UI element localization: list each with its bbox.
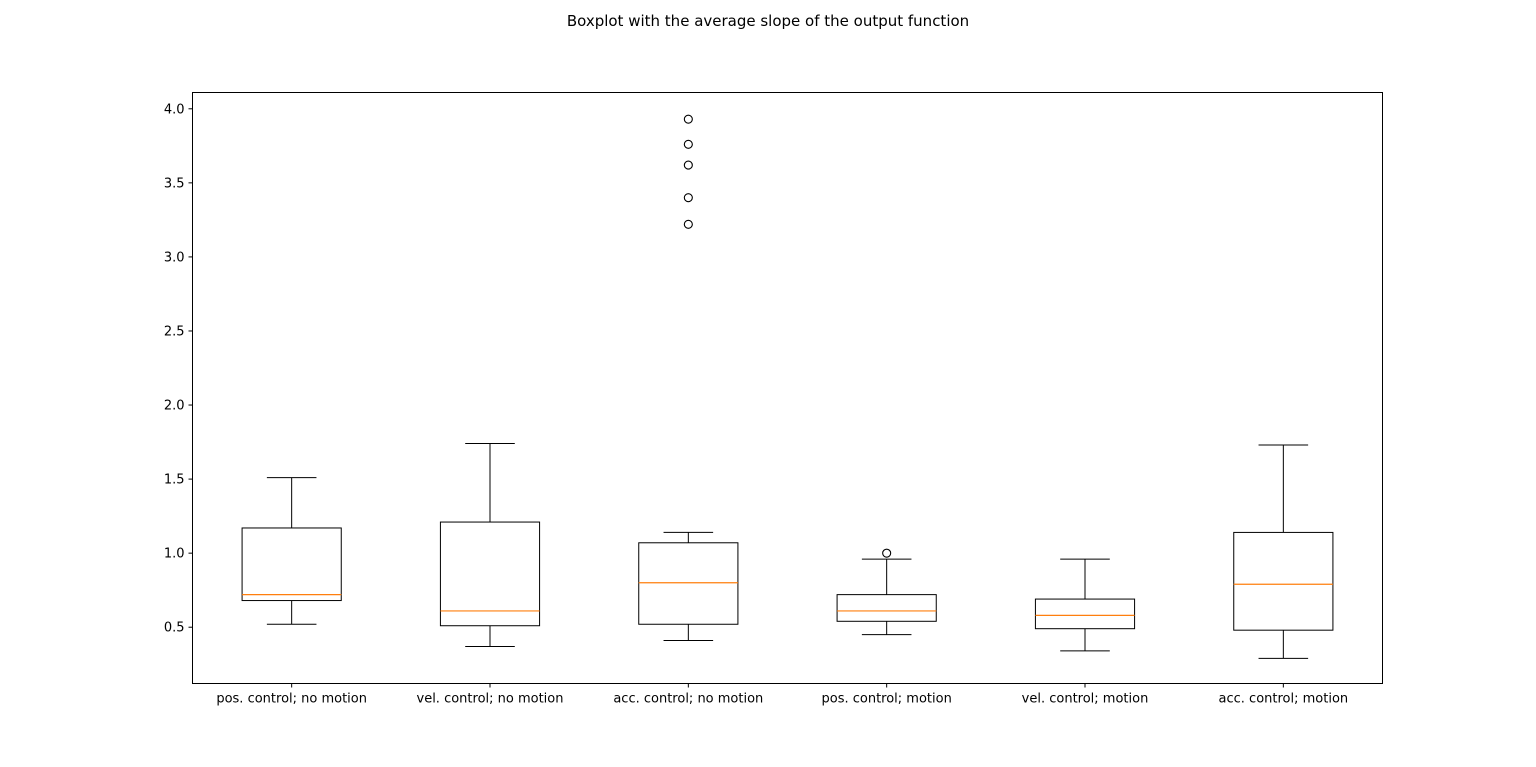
y-tick-label: 2.5	[164, 324, 185, 339]
y-tick-label: 3.5	[164, 176, 185, 191]
outlier-point	[683, 114, 693, 124]
plot-frame	[192, 92, 1383, 684]
box-group	[1034, 558, 1136, 652]
y-tick-label: 0.5	[164, 621, 185, 636]
box-iqr	[1034, 598, 1136, 630]
box-group	[836, 548, 937, 636]
y-axis: 0.5 1.0 1.5 2.0 2.5 3.0 3.5 4.0	[164, 102, 193, 636]
x-tick-label: acc. control; no motion	[613, 692, 763, 707]
x-tick-label: pos. control; motion	[821, 692, 951, 707]
box-group	[638, 114, 739, 642]
outlier-point	[683, 219, 693, 229]
outlier-point	[882, 548, 892, 558]
y-tick-label: 2.0	[164, 399, 185, 414]
box-group	[1233, 444, 1334, 659]
box-iqr	[439, 521, 541, 627]
box-group	[439, 443, 541, 647]
x-tick-label: vel. control; no motion	[417, 692, 564, 707]
chart-title: Boxplot with the average slope of the ou…	[566, 12, 970, 30]
box-iqr	[638, 542, 739, 625]
x-axis: pos. control; no motion vel. control; no …	[216, 683, 1349, 707]
x-tick-label: acc. control; motion	[1219, 692, 1349, 707]
x-tick-label: vel. control; motion	[1022, 692, 1149, 707]
outlier-point	[683, 139, 693, 149]
y-tick-label: 1.0	[164, 547, 185, 562]
box-iqr	[1233, 531, 1334, 631]
x-tick-label: pos. control; no motion	[216, 692, 367, 707]
chart-marks	[241, 114, 1334, 659]
y-tick-label: 3.0	[164, 250, 185, 265]
box-group	[241, 477, 342, 625]
outlier-point	[683, 160, 693, 170]
y-tick-label: 4.0	[164, 102, 185, 117]
y-tick-label: 1.5	[164, 473, 185, 488]
outlier-point	[683, 193, 693, 203]
box-iqr	[836, 594, 937, 622]
box-iqr	[241, 527, 342, 602]
